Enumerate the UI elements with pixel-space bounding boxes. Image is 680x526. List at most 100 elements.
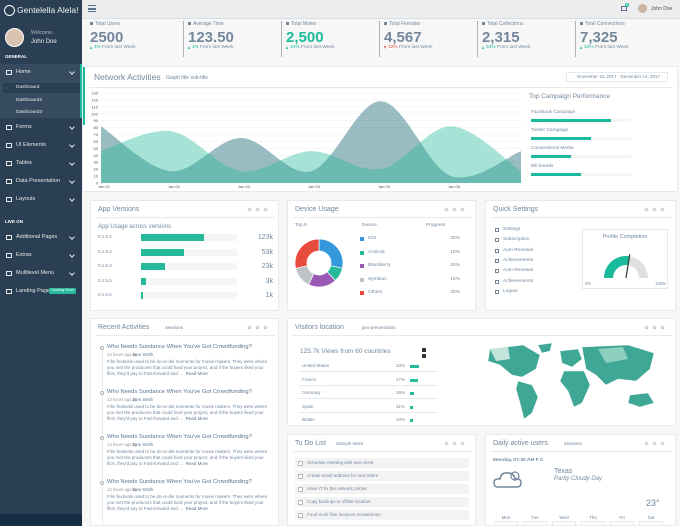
panel-tool[interactable] [263,207,268,212]
panel-tool[interactable] [652,207,657,212]
panel-title: Recent Activities [98,324,150,331]
todo-checkbox[interactable] [298,460,303,466]
activity-author: Jane Smith [132,397,153,402]
brand[interactable]: Gentelella Alela! [17,5,79,15]
campaign-label: Conventional Media [531,146,574,151]
panel: Daily active users Sessions Monday, 07:30 … [485,434,676,526]
panel-tool[interactable] [255,325,260,330]
setting-item[interactable]: Achievements [503,257,534,263]
todo-checkbox[interactable] [298,473,303,479]
device-name: Android [368,249,385,255]
col-header: Progress [426,223,446,228]
tile-divider [575,21,576,57]
todo-text: Copy backups to offsite location [307,499,371,504]
activity-title[interactable]: Who Needs Sundance When You've Got Crowd… [107,479,252,485]
tile-icon [286,22,289,25]
tile-value: 4,567 [384,29,422,46]
mail-icon[interactable] [621,6,627,11]
tile-value: 2,500 [286,29,324,46]
legend-swatch [360,264,364,268]
setting-item[interactable]: Subscription [503,237,530,243]
row-rule [298,398,438,399]
activity-title[interactable]: Who Needs Sundance When You've Got Crowd… [107,344,252,350]
weather-location: Texas [554,468,573,475]
activity-title[interactable]: Who Needs Sundance When You've Got Crowd… [107,389,252,395]
setting-item[interactable]: Auto Renewal [503,247,533,253]
submenu-item[interactable]: Dashboard3 [16,110,43,115]
panel-tool[interactable] [460,441,465,446]
read-more[interactable]: Read More [185,416,208,422]
setting-item[interactable]: Achievements [503,278,534,284]
menu-item[interactable]: Landing Page [16,288,50,294]
country: Spain [302,403,314,409]
panel-tool[interactable] [452,441,457,446]
y-tick-label: 50 [94,146,99,151]
read-more[interactable]: Read More [185,371,208,377]
campaign-label: Twitter Campaign [531,128,569,133]
avatar [5,28,24,47]
timeline-dot [100,481,104,485]
y-tick-label: 30 [94,160,99,165]
day-label: Tue [531,515,539,520]
menu-item[interactable]: Tables [16,160,32,166]
menu-item[interactable]: Forms [16,124,32,130]
setting-item[interactable]: Auto Renewal [503,268,533,274]
tile-divider [379,21,380,57]
read-more[interactable]: Read More [185,506,208,512]
day-box [494,521,518,525]
menu-item[interactable]: Multilevel Menu [16,270,55,276]
panel-tool[interactable] [644,207,649,212]
panel-tool[interactable] [247,325,252,330]
menu-item[interactable]: Home [16,69,31,75]
tile-change-text: From last Week [200,45,234,50]
activity-time: 13 hours ago by [107,487,138,492]
panel-tool[interactable] [652,441,657,446]
progress-bar [141,292,143,299]
tile-trend [482,46,484,49]
panel-tool[interactable] [644,325,649,330]
timeline-line [102,439,103,480]
submenu-item[interactable]: Dashboard [16,85,40,90]
panel-tool[interactable] [652,325,657,330]
tile-change: 4% [94,45,101,50]
panel-tool[interactable] [660,441,665,446]
setting-icon [495,279,499,284]
setting-item[interactable]: Settings [503,227,521,232]
device-pct: 20% [450,263,460,268]
panel-tool[interactable] [644,441,649,446]
menu-icon [6,70,12,75]
read-more[interactable]: Read More [185,461,208,467]
setting-item[interactable]: Logout [503,288,518,294]
panel-tool[interactable] [660,207,665,212]
country: Britain [302,417,315,422]
panel-tool[interactable] [255,207,260,212]
menu-item[interactable]: Extras [16,252,32,258]
menu-toggle[interactable] [88,5,96,12]
activity-body: Film festivals used to be do-or-die mome… [107,359,267,377]
todo-checkbox[interactable] [298,499,303,505]
panel-tool[interactable] [263,325,268,330]
todo-checkbox[interactable] [298,486,303,492]
row-rule [298,411,438,413]
date-range[interactable]: November 15, 2017 - December 14, 2017 [566,72,668,82]
panel-title: App Versions [98,206,140,213]
day-label: Fri [619,515,625,520]
campaign-title: Top Campaign Performance [529,93,610,100]
x-tick-label: Jan 01 [98,184,111,189]
panel-tool[interactable] [444,441,449,446]
panel-tool[interactable] [660,325,665,330]
menu-item[interactable]: Additional Pages [16,234,58,240]
tile-change-text: From last Week [102,45,136,50]
activity-time: 13 hours ago by [107,352,138,357]
submenu-item[interactable]: Dashboard2 [16,97,43,103]
menu-item[interactable]: Data Presentation [16,178,61,184]
menu-item[interactable]: UI Elements [16,142,46,148]
menu-item[interactable]: Layouts [16,196,36,202]
country-pct: 10% [396,417,406,422]
panel-tool[interactable] [247,207,252,212]
todo-checkbox[interactable] [298,512,303,518]
top-avatar[interactable] [638,4,647,13]
activity-title[interactable]: Who Needs Sundance When You've Got Crowd… [107,434,252,440]
top-user[interactable]: John Doe [651,6,673,12]
